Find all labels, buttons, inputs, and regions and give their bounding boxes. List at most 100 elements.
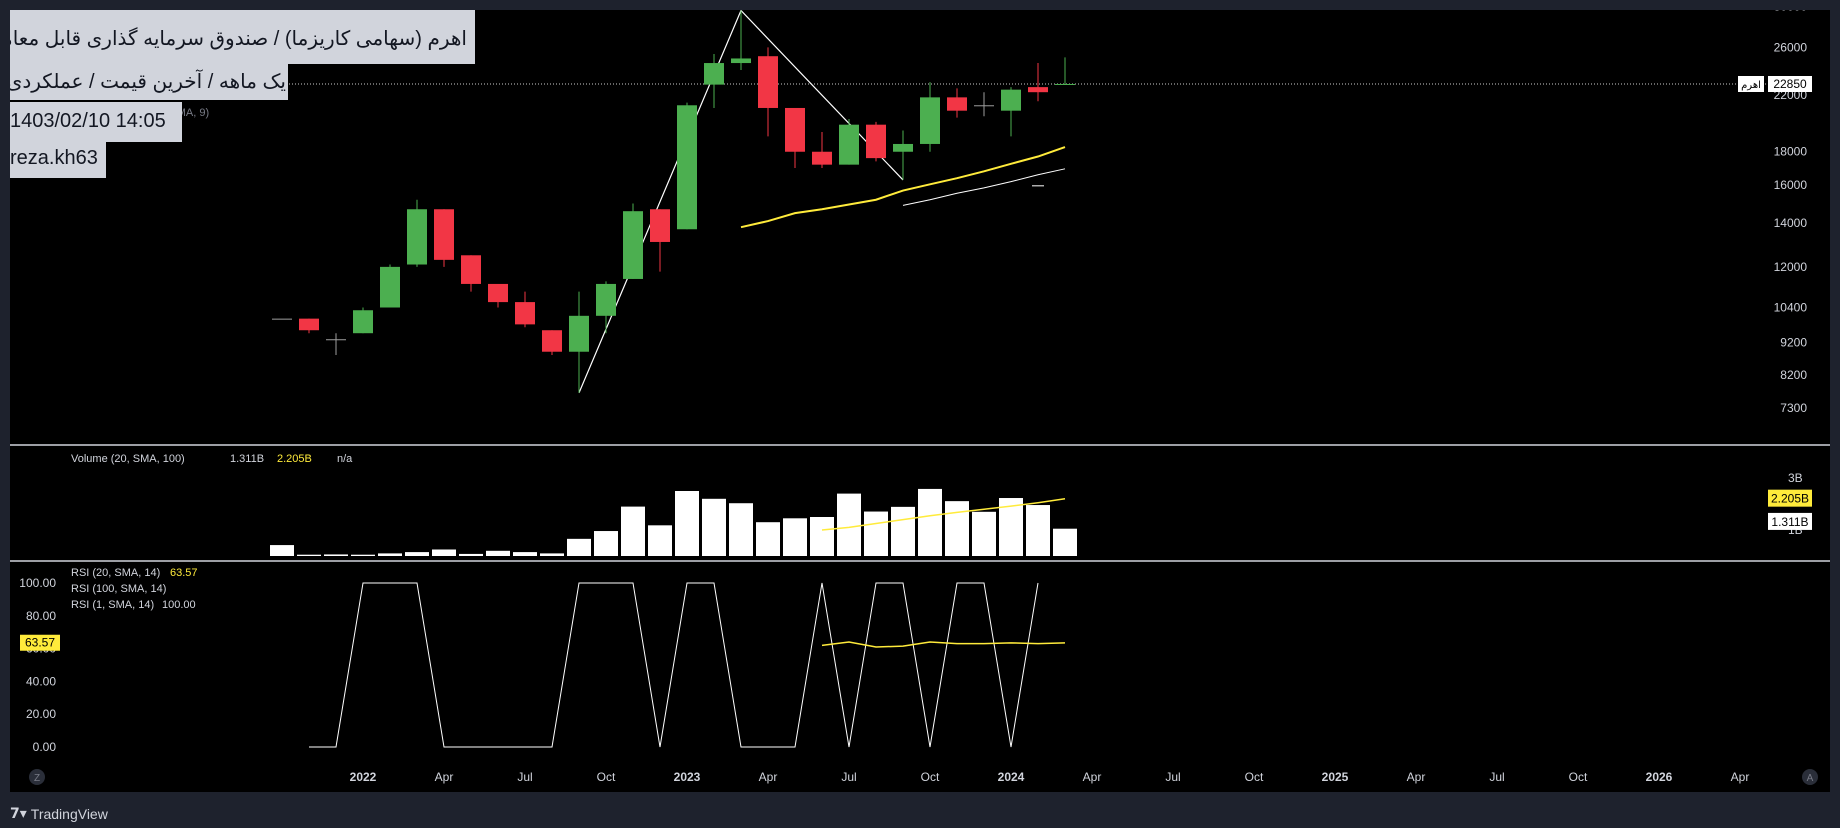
time-axis-label: Apr — [1731, 770, 1750, 784]
candle-body — [623, 211, 643, 279]
rsi-current-tag — [20, 634, 60, 651]
ema-long-line — [902, 168, 1066, 206]
volume-bar — [459, 553, 483, 556]
rsi-axis-label: 40.00 — [26, 674, 56, 688]
volume-bar — [918, 488, 942, 556]
time-axis-label: Jul — [841, 770, 856, 784]
volume-axis-label: 3B — [1788, 471, 1803, 485]
rsi1-line — [309, 582, 1039, 748]
volume-bar — [945, 501, 969, 556]
price-axis-label: 16000 — [1774, 178, 1808, 192]
volume-value-tag-text: 1.311B — [1771, 515, 1808, 529]
time-axis-label: Jul — [1165, 770, 1180, 784]
zoom-button-label: Z — [34, 773, 40, 784]
candle-body — [785, 107, 805, 152]
candle-body — [893, 143, 913, 152]
rsi-axis-label: 0.00 — [33, 740, 57, 754]
candle-body — [1055, 84, 1075, 85]
volume-bar — [270, 545, 294, 556]
chart-svg[interactable]: 3400030000260002200018000160001400012000… — [10, 0, 1830, 792]
author-overlay: reza.kh63 — [10, 138, 106, 178]
volume-bar — [513, 552, 537, 556]
last-price-name-tag — [1738, 76, 1764, 92]
volume-bar — [864, 511, 888, 556]
volume-bar — [405, 552, 429, 556]
volume-bar — [891, 506, 915, 556]
volume-bar — [621, 506, 645, 556]
auto-scale-button — [1802, 769, 1818, 785]
volume-bar — [729, 503, 753, 556]
candle-body — [461, 255, 481, 284]
volume-bar — [648, 525, 672, 556]
subtitle-text: یک ماهه / آخرین قیمت / عملکردی — [10, 71, 286, 93]
volume-legend-sma: 2.205B — [277, 453, 312, 465]
title-overlay: اهرم (سهامی کاریزما) / صندوق سرمایه گذار… — [10, 10, 475, 64]
ema-short-line — [740, 146, 1066, 229]
rsi-legend-label: RSI (1, SMA, 14) — [71, 599, 154, 611]
volume-bar — [837, 493, 861, 556]
rsi-legend-label: RSI (100, SMA, 14) — [71, 583, 166, 595]
candle-body — [326, 339, 346, 341]
time-axis-label: 2025 — [1322, 770, 1349, 784]
rsi20-line — [821, 641, 1066, 648]
price-axis-label: 14000 — [1774, 216, 1808, 230]
candle-body — [974, 105, 994, 107]
time-axis-label: Apr — [759, 770, 778, 784]
volume-bar — [972, 511, 996, 556]
candle-body — [650, 209, 670, 242]
candle-body — [677, 105, 697, 230]
price-axis-label: 30000 — [1774, 10, 1808, 14]
datetime-overlay: 1403/02/10 14:05 — [10, 102, 182, 142]
candle-body — [515, 302, 535, 325]
candle-body — [866, 124, 886, 159]
last-price-tag — [1768, 76, 1812, 92]
volume-bar — [1053, 528, 1077, 556]
subtitle-overlay: یک ماهه / آخرین قیمت / عملکردی — [10, 64, 288, 100]
volume-bar — [351, 554, 375, 556]
volume-legend-na: n/a — [337, 453, 353, 465]
price-axis-label: 18000 — [1774, 145, 1808, 159]
volume-sma-tag-text: 2.205B — [1771, 492, 1809, 506]
auto-scale-button-label: A — [1807, 773, 1814, 784]
time-axis-label: 2022 — [350, 770, 377, 784]
time-axis-label: Jul — [1489, 770, 1504, 784]
volume-bar — [675, 491, 699, 556]
candle-body — [704, 63, 724, 85]
volume-bar — [756, 522, 780, 556]
volume-bar — [810, 517, 834, 556]
price-axis-label: 8200 — [1780, 368, 1807, 382]
rsi-legend-value: 63.57 — [170, 567, 198, 579]
tradingview-brand: TradingView — [30, 805, 108, 822]
volume-bar — [702, 498, 726, 556]
rsi-axis-label: 100.00 — [19, 576, 56, 590]
candle-body — [1001, 89, 1021, 111]
candle-body — [1028, 87, 1048, 93]
volume-sma-tag — [1768, 489, 1812, 507]
rsi-axis-label: 20.00 — [26, 707, 56, 721]
tradingview-logo[interactable]: 𝟳▾ TradingView — [10, 805, 108, 822]
price-axis-label: 10400 — [1774, 301, 1808, 315]
last-price-name-text: اهرم — [1741, 80, 1761, 91]
volume-bar — [567, 538, 591, 556]
title-text: اهرم (سهامی کاریزما) / صندوق سرمایه گذار… — [10, 28, 467, 50]
volume-bar — [378, 553, 402, 556]
price-axis-label: 26000 — [1774, 40, 1808, 54]
price-axis-label: 9200 — [1780, 335, 1807, 349]
candle-body — [542, 330, 562, 352]
price-axis-label: 12000 — [1774, 260, 1808, 274]
volume-legend-value: 1.311B — [230, 453, 264, 465]
rsi-axis-label: 80.00 — [26, 609, 56, 623]
chart-canvas[interactable]: 3400030000260002200018000160001400012000… — [10, 0, 1830, 792]
rsi-legend-value: 100.00 — [162, 599, 196, 611]
time-axis-label: 2026 — [1646, 770, 1673, 784]
candle-body — [812, 151, 832, 165]
candle-body — [272, 318, 292, 320]
volume-value-tag — [1768, 512, 1812, 530]
rsi-legend-label: RSI (20, SMA, 14) — [71, 567, 160, 579]
candle-body — [434, 209, 454, 260]
candle-body — [731, 58, 751, 64]
time-axis-label: Jul — [517, 770, 532, 784]
datetime-text: 1403/02/10 14:05 — [10, 110, 166, 132]
volume-sma-line — [821, 498, 1066, 531]
